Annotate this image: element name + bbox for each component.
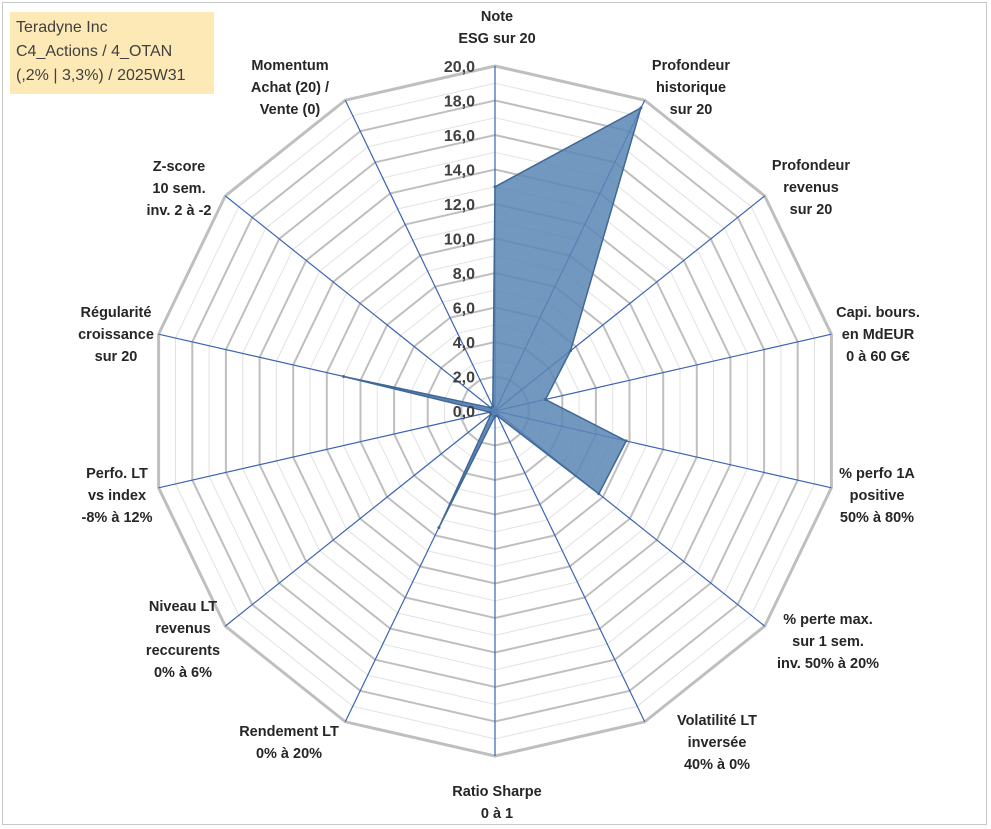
axis-label: Z-score 10 sem. inv. 2 à -2 <box>146 159 211 219</box>
axis-spoke <box>344 99 496 412</box>
data-point <box>437 526 441 530</box>
axis-label-line: sur 20 <box>670 102 713 118</box>
axis-label-line: en MdEUR <box>842 327 915 343</box>
axis-label-line: sur 20 <box>95 349 138 365</box>
axis-label-line: croissance <box>78 327 154 343</box>
data-point <box>491 404 495 408</box>
tick-label: 20,0 <box>444 59 475 76</box>
axis-label: Note ESG sur 20 <box>458 9 535 47</box>
axis-spoke <box>224 195 496 412</box>
data-point <box>624 439 628 443</box>
axis-label-line: Note <box>481 9 513 25</box>
axis-spoke <box>158 410 496 489</box>
axis-label: Profondeur historique sur 20 <box>652 58 730 118</box>
axis-label-line: revenus <box>155 621 211 637</box>
axis-label-line: 0% à 20% <box>256 746 322 762</box>
axis-label-line: ESG sur 20 <box>458 31 535 47</box>
axis-label-line: sur 1 sem. <box>792 634 864 650</box>
axis-label: Perfo. LT vs index -8% à 12% <box>82 466 153 526</box>
axis-label-line: 40% à 0% <box>684 757 750 773</box>
series-area <box>342 106 643 530</box>
axis-label-line: inversée <box>688 735 747 751</box>
axis-label-line: Profondeur <box>652 58 730 74</box>
axis-label-line: % perfo 1A <box>839 466 915 482</box>
title-category: C4_Actions / 4_OTAN <box>16 43 173 60</box>
data-point <box>597 492 601 496</box>
axis-label-line: 50% à 80% <box>840 510 914 526</box>
axis-label-line: revenus <box>783 180 839 196</box>
axis-label-line: Volatilité LT <box>677 713 757 729</box>
axis-labels: Note ESG sur 20 Profondeur historique sur 20… <box>78 9 920 822</box>
axis-label: Niveau LT revenus reccurents 0% à 6% <box>146 599 220 681</box>
title-period: (,2% | 3,3%) / 2025W31 <box>16 67 186 84</box>
data-point <box>488 410 492 414</box>
axis-label-line: reccurents <box>146 643 220 659</box>
tick-label: 10,0 <box>444 232 475 249</box>
data-point <box>493 185 497 189</box>
tick-label: 6,0 <box>453 301 475 318</box>
axis-label-line: Momentum <box>251 58 328 74</box>
axis-label: % perte max. sur 1 sem. inv. 50% à 20% <box>777 612 879 672</box>
axis-label-line: historique <box>656 80 726 96</box>
axis-label-line: 0 à 1 <box>481 806 513 822</box>
tick-label: 16,0 <box>444 128 475 145</box>
tick-label: 12,0 <box>444 197 475 214</box>
axis-label-line: Z-score <box>153 159 205 175</box>
axis-label: Profondeur revenus sur 20 <box>772 158 850 218</box>
data-point <box>569 349 572 353</box>
title-company: Teradyne Inc <box>16 19 108 36</box>
axis-label: Momentum Achat (20) / Vente (0) <box>251 58 329 118</box>
axis-label-line: -8% à 12% <box>82 510 153 526</box>
axis-label-line: 0% à 6% <box>154 665 212 681</box>
axis-label-line: inv. 2 à -2 <box>146 203 211 219</box>
axis-label-line: Perfo. LT <box>86 466 148 482</box>
axis-label-line: Niveau LT <box>149 599 217 615</box>
tick-label: 14,0 <box>444 163 475 180</box>
axis-label-line: Régularité <box>81 305 152 321</box>
tick-label: 0,0 <box>453 404 475 421</box>
tick-label: 8,0 <box>453 266 475 283</box>
axis-label: Ratio Sharpe 0 à 1 <box>452 784 541 822</box>
title-box: Teradyne Inc C4_Actions / 4_OTAN (,2% | … <box>10 12 214 94</box>
tick-label: 18,0 <box>444 94 475 111</box>
axis-label: Régularité croissance sur 20 <box>78 305 154 365</box>
axis-label-line: Capi. bours. <box>836 305 920 321</box>
axis-label-line: Vente (0) <box>260 102 321 118</box>
axis-label-line: vs index <box>88 488 146 504</box>
tick-label: 4,0 <box>453 335 475 352</box>
axis-label-line: positive <box>850 488 905 504</box>
axis-label-line: 10 sem. <box>152 181 205 197</box>
data-point <box>544 398 547 401</box>
data-point <box>493 414 497 418</box>
radial-tick-labels: 0,0 2,0 4,0 6,0 8,0 10,0 12,0 14,0 16,0 18,0 20,0 <box>444 59 475 421</box>
axis-label-line: inv. 50% à 20% <box>777 656 879 672</box>
axis-label-line: Profondeur <box>772 158 850 174</box>
tick-label: 2,0 <box>453 370 475 387</box>
axis-label: Rendement LT 0% à 20% <box>239 724 339 762</box>
axis-label: Capi. bours. en MdEUR 0 à 60 G€ <box>836 305 920 365</box>
axis-label-line: Achat (20) / <box>251 80 329 96</box>
axis-spoke <box>494 333 832 412</box>
data-point <box>342 375 346 378</box>
axis-label-line: % perte max. <box>783 612 872 628</box>
data-point <box>639 106 643 110</box>
axis-spoke <box>494 410 646 723</box>
axis-spoke <box>224 410 496 627</box>
axis-label: % perfo 1A positive 50% à 80% <box>839 466 915 526</box>
axis-label: Volatilité LT inversée 40% à 0% <box>677 713 757 773</box>
axis-label-line: sur 20 <box>790 202 833 218</box>
axis-label-line: 0 à 60 G€ <box>846 349 910 365</box>
axis-label-line: Ratio Sharpe <box>452 784 541 800</box>
axis-label-line: Rendement LT <box>239 724 339 740</box>
